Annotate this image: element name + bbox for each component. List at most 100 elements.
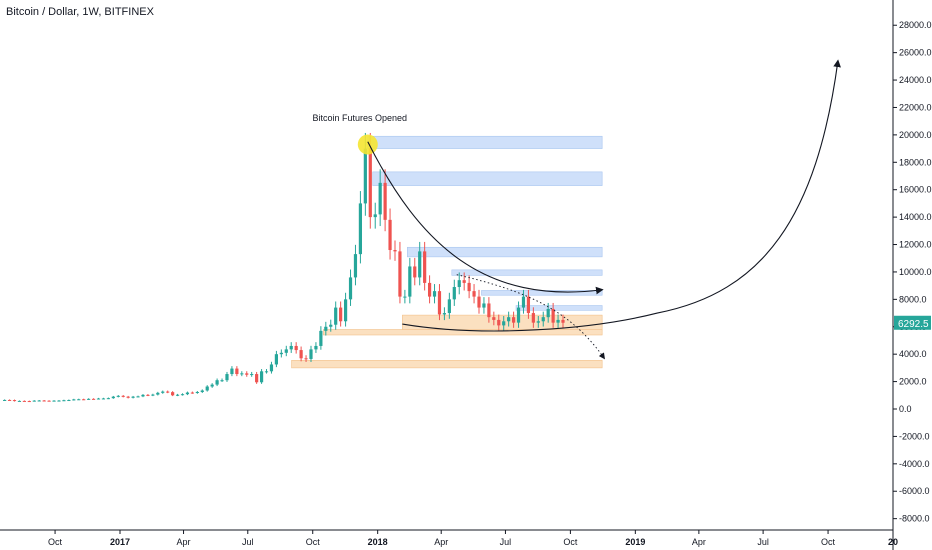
candle-body	[96, 398, 101, 400]
candle-body	[200, 390, 204, 393]
candle-body	[116, 395, 120, 397]
candle-body	[358, 203, 363, 255]
candle-body	[511, 317, 516, 323]
candle-body	[121, 395, 125, 397]
candle-body	[185, 392, 190, 395]
candle-body	[91, 398, 96, 400]
candle-body	[526, 296, 531, 314]
candle-body	[42, 400, 46, 402]
x-tick-label: Apr	[692, 537, 706, 547]
y-tick-label: 10000.0	[899, 267, 932, 277]
candle-body	[82, 399, 86, 401]
candle-body	[472, 291, 476, 297]
dotted-trendline	[456, 274, 606, 360]
y-tick-label: 26000.0	[899, 48, 932, 58]
candle-body	[245, 373, 249, 375]
candle-body	[447, 299, 451, 314]
candle-body	[462, 280, 466, 283]
candle-body	[225, 374, 229, 381]
support-zone	[323, 329, 603, 336]
candle-body	[37, 400, 41, 402]
candle-body	[329, 324, 333, 327]
candle-body	[373, 214, 377, 218]
candle-body	[467, 282, 471, 292]
x-tick-label: Oct	[821, 537, 836, 547]
candle-body	[215, 380, 219, 385]
candle-body	[432, 291, 437, 297]
x-tick-label: Oct	[306, 537, 321, 547]
x-tick-label: Oct	[563, 537, 578, 547]
candle-body	[269, 364, 274, 372]
candle-body	[195, 392, 199, 394]
candle-body	[546, 308, 550, 318]
candle-body	[393, 250, 397, 252]
last-price-badge	[894, 315, 931, 330]
candle-body	[502, 321, 506, 326]
candle-body	[324, 326, 328, 331]
y-tick-label: 22000.0	[899, 102, 932, 112]
x-tick-label: 2018	[368, 537, 388, 547]
candle-body	[398, 251, 402, 297]
candle-body	[348, 277, 353, 300]
candle-body	[279, 352, 283, 355]
candle-body	[309, 349, 313, 359]
candle-body	[72, 399, 76, 401]
candle-body	[151, 394, 155, 396]
candle-body	[274, 354, 279, 365]
candle-body	[492, 317, 496, 320]
candle-body	[304, 358, 308, 360]
y-tick-label: 20000.0	[899, 130, 932, 140]
chart-title: Bitcoin / Dollar, 1W, BITFINEX	[6, 6, 154, 18]
candle-body	[126, 396, 130, 398]
candle-body	[47, 400, 51, 402]
candle-body	[368, 148, 372, 218]
y-tick-label: -4000.0	[899, 459, 930, 469]
candle-body	[413, 266, 417, 278]
candle-body	[289, 345, 293, 350]
candle-body	[171, 392, 175, 396]
candle-body	[106, 398, 110, 400]
candle-body	[255, 374, 259, 383]
candle-body	[516, 307, 521, 323]
candle-body	[87, 398, 91, 400]
candle-body	[7, 399, 12, 401]
resistance-zone	[407, 246, 603, 258]
cup-recovery-curve	[402, 59, 841, 332]
candle-body	[264, 371, 269, 373]
candle-body	[551, 308, 555, 323]
candle-body	[457, 280, 461, 288]
resistance-zone	[451, 269, 603, 276]
candle-body	[541, 317, 545, 322]
downtrend-arc	[367, 141, 604, 295]
candle-body	[62, 400, 66, 402]
y-tick-label: -2000.0	[899, 431, 930, 441]
candle-body	[250, 374, 254, 376]
futures-highlight-circle	[357, 134, 378, 155]
candle-body	[141, 394, 145, 397]
y-tick-label: -6000.0	[899, 486, 930, 496]
candle-body	[487, 303, 491, 318]
candle-body	[12, 400, 17, 402]
x-tick-label: Oct	[48, 537, 63, 547]
candle-body	[294, 345, 298, 351]
candle-body	[378, 182, 382, 215]
candle-body	[437, 291, 442, 315]
candle-body	[561, 319, 565, 323]
candle-body	[334, 307, 338, 325]
x-tick-label: 20	[888, 537, 898, 547]
candle-body	[314, 345, 318, 350]
resistance-zone	[372, 171, 603, 186]
x-tick-label: Jul	[500, 537, 512, 547]
x-tick-label: Apr	[434, 537, 448, 547]
candle-body	[27, 401, 31, 403]
candle-body	[57, 400, 61, 402]
candle-body	[339, 307, 343, 322]
resistance-zone	[367, 135, 603, 149]
x-tick-label: Apr	[177, 537, 191, 547]
last-price-label: 6292.5	[898, 319, 929, 330]
futures-opened-label: Bitcoin Futures Opened	[313, 113, 408, 123]
support-zone	[291, 360, 603, 369]
y-tick-label: 0.0	[899, 404, 912, 414]
candle-body	[17, 400, 22, 402]
